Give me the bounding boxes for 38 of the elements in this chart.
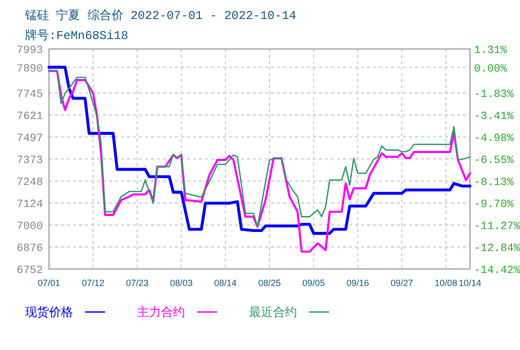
y-tick-label: 7248 xyxy=(16,177,43,190)
y2-tick-label: -11.27% xyxy=(474,220,520,233)
x-tick-label: 07/01 xyxy=(38,278,60,288)
y2-tick-label: -4.98% xyxy=(474,132,514,145)
x-tick-label: 09/16 xyxy=(346,278,369,288)
y2-tick-label: -9.70% xyxy=(474,198,514,211)
y-tick-label: 7993 xyxy=(16,45,43,57)
x-tick-label: 09/27 xyxy=(390,278,414,288)
x-tick-label: 09/05 xyxy=(302,278,325,288)
y2-tick-label: -1.83% xyxy=(474,88,514,101)
y-tick-label: 7745 xyxy=(16,88,43,101)
legend-label: 现货价格 xyxy=(25,306,73,320)
chart-subtitle: 牌号:FeMn68Si18 xyxy=(25,29,128,43)
y2-tick-label: -12.84% xyxy=(474,242,520,255)
legend-label: 最近合约 xyxy=(249,306,297,320)
x-tick-label: 10/08 xyxy=(434,278,458,288)
y-tick-label: 7497 xyxy=(16,132,43,145)
y-tick-label: 7000 xyxy=(16,221,43,234)
x-tick-label: 08/03 xyxy=(170,278,193,288)
legend-label: 主力合约 xyxy=(137,305,185,320)
x-tick-label: 08/25 xyxy=(258,278,281,288)
y-tick-label: 7890 xyxy=(16,63,43,76)
y2-tick-label: 0.00% xyxy=(474,63,508,76)
y2-tick-label: -6.55% xyxy=(474,154,514,167)
x-tick-label: 07/12 xyxy=(82,278,104,288)
y2-tick-label: -3.41% xyxy=(474,111,514,124)
y-tick-label: 6752 xyxy=(16,265,43,277)
y-tick-label: 7373 xyxy=(16,154,43,167)
y2-tick-label: 1.31% xyxy=(474,45,508,57)
y-tick-label: 7124 xyxy=(16,199,44,212)
x-tick-label: 10/14 xyxy=(458,278,482,288)
chart-title: 锰硅 宁夏 综合价 2022-07-01 - 2022-10-14 xyxy=(24,8,296,23)
y2-tick-label: -14.42% xyxy=(474,265,520,277)
x-tick-label: 07/23 xyxy=(126,278,148,288)
y2-tick-label: -8.13% xyxy=(474,177,514,190)
y-tick-label: 7621 xyxy=(16,110,44,123)
y-tick-label: 6876 xyxy=(16,243,43,256)
x-tick-label: 08/14 xyxy=(214,278,237,288)
